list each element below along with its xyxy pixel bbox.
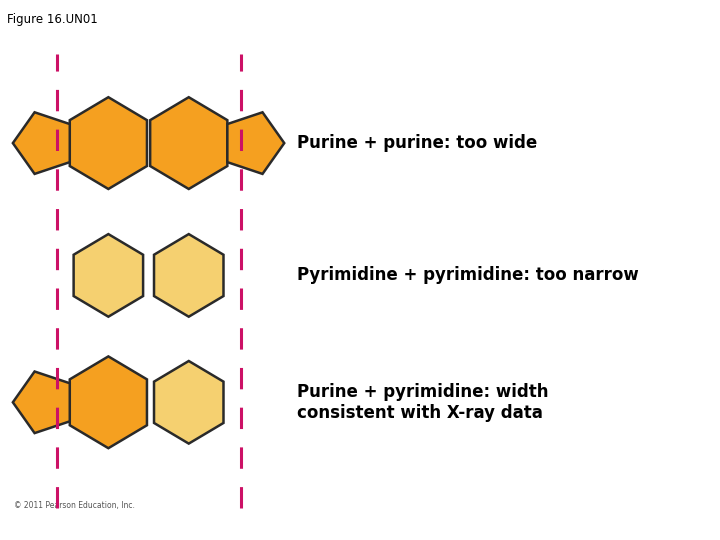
Polygon shape: [150, 97, 228, 189]
Text: Pyrimidine + pyrimidine: too narrow: Pyrimidine + pyrimidine: too narrow: [297, 266, 639, 285]
Polygon shape: [228, 112, 284, 174]
Polygon shape: [13, 372, 70, 433]
Polygon shape: [70, 356, 147, 448]
Polygon shape: [13, 112, 70, 174]
Polygon shape: [73, 234, 143, 316]
Text: Purine + pyrimidine: width
consistent with X-ray data: Purine + pyrimidine: width consistent wi…: [297, 383, 549, 422]
Text: © 2011 Pearson Education, Inc.: © 2011 Pearson Education, Inc.: [14, 501, 135, 510]
Polygon shape: [154, 234, 223, 316]
Text: Purine + purine: too wide: Purine + purine: too wide: [297, 134, 537, 152]
Polygon shape: [154, 361, 223, 444]
Text: Figure 16.UN01: Figure 16.UN01: [7, 14, 98, 26]
Polygon shape: [70, 97, 147, 189]
